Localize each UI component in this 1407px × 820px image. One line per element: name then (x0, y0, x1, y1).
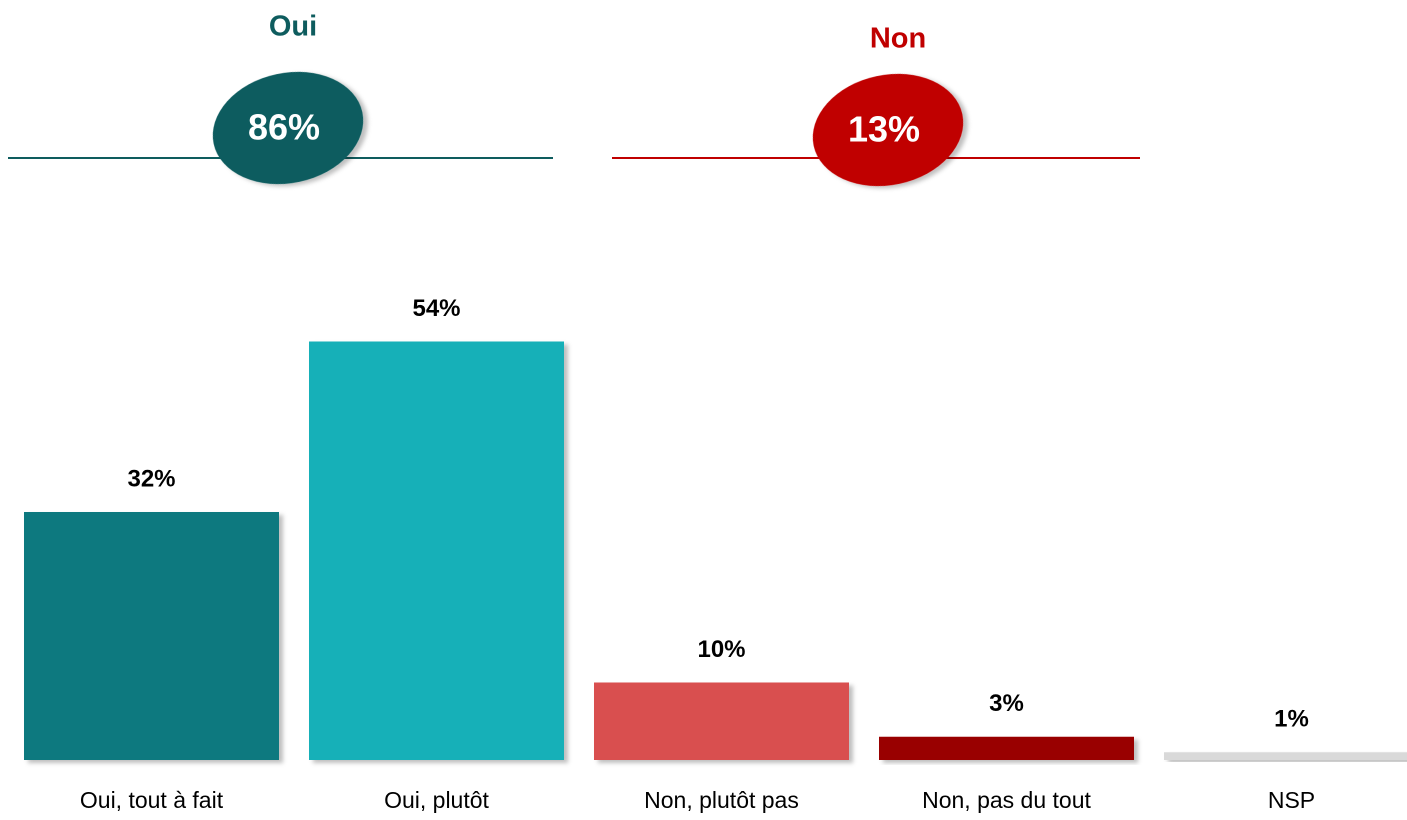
category-label: Oui, plutôt (384, 787, 489, 813)
summary-title: Non (870, 23, 926, 55)
summary-value: 13% (848, 109, 920, 150)
summary-title: Oui (269, 11, 317, 43)
value-label: 3% (989, 690, 1024, 717)
value-label: 10% (697, 636, 745, 663)
bar (594, 682, 849, 760)
value-label: 32% (127, 465, 175, 492)
bar (1164, 752, 1407, 760)
category-label: Non, pas du tout (922, 787, 1091, 813)
summary-badge (812, 73, 964, 187)
bar (309, 341, 564, 760)
category-label: NSP (1268, 787, 1315, 813)
summary-badge (212, 71, 364, 185)
value-label: 54% (412, 295, 460, 322)
summary-value: 86% (248, 107, 320, 148)
category-label: Oui, tout à fait (80, 787, 224, 813)
value-label: 1% (1274, 706, 1309, 733)
category-label: Non, plutôt pas (644, 787, 799, 813)
bar (879, 736, 1134, 760)
bar (24, 512, 279, 760)
